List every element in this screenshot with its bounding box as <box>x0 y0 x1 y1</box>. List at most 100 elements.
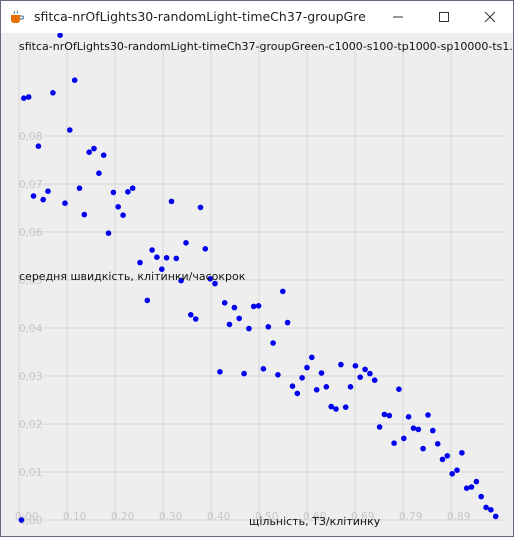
data-point <box>367 370 373 377</box>
data-point <box>304 364 310 371</box>
data-point <box>96 170 102 176</box>
data-point <box>488 507 494 513</box>
data-point <box>76 185 83 191</box>
data-point <box>197 204 204 211</box>
data-point <box>270 340 276 346</box>
minimize-icon <box>393 16 403 18</box>
data-point <box>328 403 335 410</box>
data-point <box>183 240 189 246</box>
data-point <box>405 414 412 420</box>
maximize-icon <box>439 12 449 22</box>
data-point <box>352 363 359 369</box>
chart-title: sfitca-nrOfLights30-randomLight-timeCh37… <box>19 40 513 53</box>
minimize-button[interactable] <box>375 1 421 33</box>
data-point <box>391 440 397 447</box>
x-tick-label: 0,50 <box>255 511 278 523</box>
data-point <box>40 196 46 203</box>
data-point <box>50 90 56 96</box>
data-point <box>362 366 368 373</box>
data-point <box>333 406 339 412</box>
data-point <box>323 384 330 390</box>
data-point <box>284 319 291 326</box>
data-point <box>67 127 73 133</box>
data-point <box>192 316 199 322</box>
data-point <box>57 33 63 38</box>
x-tick-label: 0,89 <box>447 511 470 523</box>
data-point <box>381 411 388 418</box>
data-point <box>91 145 97 152</box>
y-tick-label: 0,00 <box>19 515 42 527</box>
y-tick-label: 0,02 <box>19 419 42 431</box>
data-point <box>444 453 451 459</box>
data-point <box>71 77 78 83</box>
data-point <box>260 366 267 372</box>
x-tick-label: 0,30 <box>159 511 182 523</box>
data-point <box>246 325 252 332</box>
data-point <box>120 212 126 218</box>
data-point <box>454 467 460 474</box>
data-point <box>492 513 499 520</box>
x-axis-label: щільність, ТЗ/клітинку <box>249 515 381 528</box>
data-point <box>294 390 301 397</box>
close-button[interactable] <box>467 1 513 33</box>
data-point <box>342 404 349 411</box>
data-point <box>371 377 378 384</box>
data-point <box>129 185 136 191</box>
x-tick-label: 0,60 <box>303 511 326 523</box>
data-point <box>376 424 383 430</box>
data-point <box>241 370 247 377</box>
data-point <box>255 303 262 309</box>
plot-panel: 0,00 0,10 0,20 0,30 0,40 0,50 0,60 0,69 0,79 0,89… <box>1 33 513 536</box>
data-point <box>396 386 402 393</box>
data-point <box>168 198 175 205</box>
data-point <box>265 324 272 330</box>
data-point <box>21 95 27 101</box>
data-point <box>115 204 121 210</box>
data-point <box>137 259 143 266</box>
maximize-button[interactable] <box>421 1 467 33</box>
data-point <box>217 369 223 375</box>
data-point <box>483 504 489 511</box>
data-point <box>173 255 180 262</box>
data-point <box>226 321 233 328</box>
y-tick-label: 0,04 <box>19 323 43 335</box>
x-tick-label: 0,20 <box>111 511 134 523</box>
data-point <box>154 254 160 260</box>
data-point <box>236 315 242 322</box>
title-bar[interactable]: sfitca-nrOfLights30-randomLight-timeCh37… <box>1 1 513 33</box>
data-point <box>449 471 456 477</box>
chart-grid <box>18 40 503 521</box>
y-tick-label: 0,08 <box>19 131 42 143</box>
data-point <box>202 246 209 252</box>
data-point <box>110 189 117 196</box>
data-point <box>289 383 296 390</box>
data-point <box>459 450 465 456</box>
data-point <box>81 211 88 218</box>
data-point <box>347 384 354 390</box>
data-point <box>25 94 32 100</box>
data-point <box>299 375 305 381</box>
data-point <box>430 427 436 434</box>
data-point <box>100 152 107 158</box>
data-point <box>434 441 441 447</box>
y-axis-label: середня швидкість, клітинки/часокрок <box>19 270 246 283</box>
data-point <box>275 372 281 378</box>
data-point <box>231 304 238 311</box>
window-title: sfitca-nrOfLights30-randomLight-timeCh37… <box>34 9 366 24</box>
data-point <box>30 193 37 199</box>
y-tick-label: 0,07 <box>19 179 42 191</box>
data-point <box>473 478 480 485</box>
data-point <box>86 149 92 155</box>
data-point <box>338 361 344 368</box>
data-point <box>18 517 25 523</box>
x-tick-label: 0,69 <box>351 511 374 523</box>
data-point <box>35 143 42 149</box>
data-point <box>468 484 475 490</box>
data-point <box>105 230 112 236</box>
data-point <box>178 277 184 284</box>
x-tick-label: 0,40 <box>207 511 230 523</box>
data-point <box>401 435 407 442</box>
x-tick-label: 0,10 <box>63 511 86 523</box>
data-point <box>425 412 431 418</box>
